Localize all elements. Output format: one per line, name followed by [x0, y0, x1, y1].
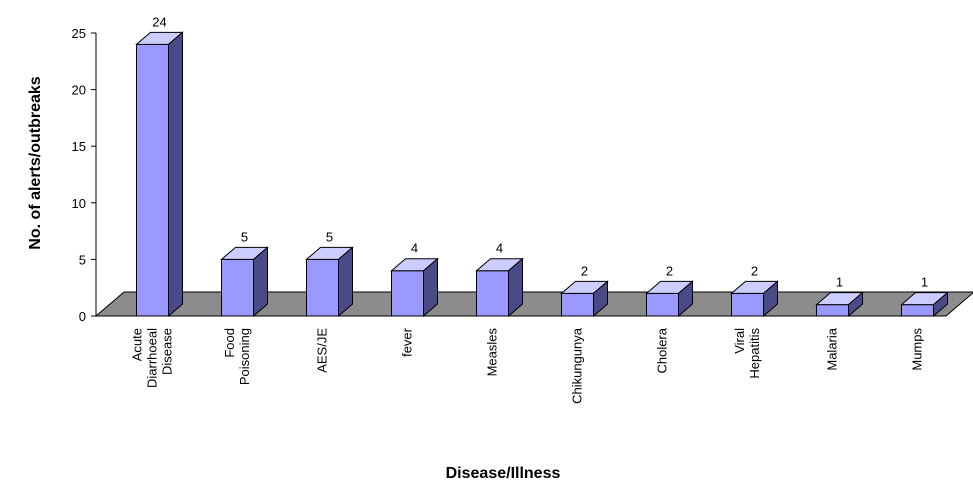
category-label: Chikungunya [570, 327, 585, 404]
bar [560, 280, 609, 318]
category-label: Malaria [825, 327, 840, 370]
y-tick-label: 20 [72, 83, 86, 98]
bar-front [221, 258, 254, 317]
data-label: 2 [751, 263, 758, 278]
bar-front [306, 258, 339, 317]
y-tick-label: 5 [79, 252, 86, 267]
bar-side [933, 291, 948, 318]
y-axis-title: No. of alerts/outbreaks [27, 76, 44, 249]
y-axis: 0 5 10 15 20 25 [72, 26, 97, 324]
value-labels: 24 5 5 4 4 2 2 2 1 1 [152, 14, 928, 289]
category-label: AES/JE [315, 328, 330, 373]
bar-side [168, 31, 183, 318]
category-label: Acute [130, 328, 145, 361]
category-label: Cholera [655, 327, 670, 373]
data-label: 4 [496, 241, 503, 256]
bar-front [391, 270, 424, 317]
category-labels: Acute Diarrhoeal Disease Food Poisoning AES/J… [130, 327, 925, 404]
bar [220, 246, 269, 318]
data-label: 24 [152, 14, 166, 29]
y-tick-label: 10 [72, 196, 86, 211]
bar-side [423, 257, 438, 318]
bar-front [561, 292, 594, 317]
bar-front [476, 270, 509, 317]
data-label: 5 [241, 229, 248, 244]
bars [135, 31, 949, 318]
bar-front [136, 43, 169, 317]
bar-side [508, 257, 523, 318]
data-label: 1 [836, 275, 843, 290]
bar [390, 257, 439, 318]
bar-front [816, 304, 849, 317]
bar [135, 31, 184, 318]
data-label: 2 [666, 263, 673, 278]
y-tick-label: 15 [72, 139, 86, 154]
category-label: Mumps [910, 328, 925, 371]
data-label: 1 [921, 275, 928, 290]
bar [305, 246, 354, 318]
category-label: Disease [160, 328, 175, 375]
data-label: 5 [326, 229, 333, 244]
bar-side [253, 246, 268, 318]
bar-front [901, 304, 934, 317]
bar [900, 291, 949, 318]
category-label: Poisoning [237, 328, 252, 385]
y-tick-label: 25 [72, 26, 86, 41]
category-label: Diarrhoeal [145, 328, 160, 388]
bar-front [646, 292, 679, 317]
category-label: Measles [485, 328, 500, 377]
bar-side [678, 280, 693, 318]
bar-side [848, 291, 863, 318]
bar [730, 280, 779, 318]
x-axis-title: Disease/Illness [446, 465, 561, 482]
bar-side [593, 280, 608, 318]
y-tick-label: 0 [79, 309, 86, 324]
bar [645, 280, 694, 318]
category-label: Viral [732, 328, 747, 354]
bar-side [338, 246, 353, 318]
data-label: 2 [581, 263, 588, 278]
data-label: 4 [411, 241, 418, 256]
bar [475, 257, 524, 318]
category-label: Food [222, 328, 237, 358]
category-label: Hepatitis [747, 328, 762, 379]
bar-front [731, 292, 764, 317]
category-label: fever [400, 327, 415, 357]
bar-side [763, 280, 778, 318]
bar [815, 291, 864, 318]
